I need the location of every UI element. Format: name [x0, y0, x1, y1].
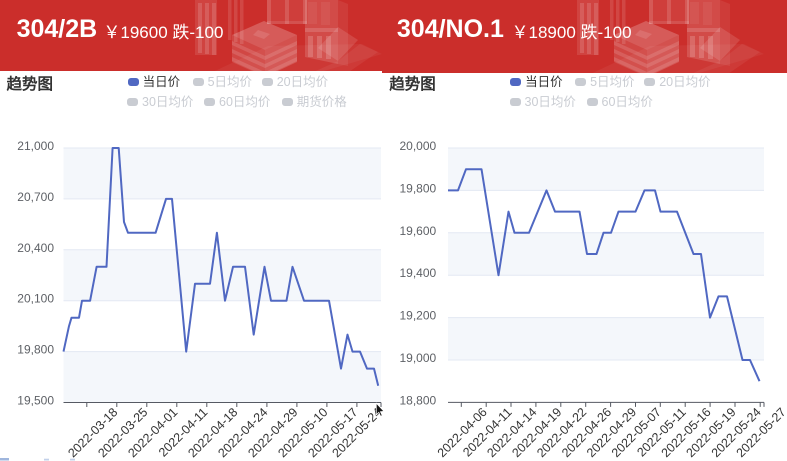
svg-text:19,000: 19,000	[399, 351, 436, 365]
svg-text:20,000: 20,000	[399, 139, 436, 153]
svg-text:19,400: 19,400	[399, 266, 436, 280]
svg-text:21,000: 21,000	[17, 139, 54, 153]
svg-text:19,200: 19,200	[399, 309, 436, 323]
svg-text:20,100: 20,100	[17, 292, 54, 306]
svg-text:19,500: 19,500	[17, 394, 54, 408]
svg-text:19,800: 19,800	[399, 181, 436, 195]
svg-text:20,700: 20,700	[17, 190, 54, 204]
svg-text:19,800: 19,800	[17, 343, 54, 357]
svg-text:19,600: 19,600	[399, 224, 436, 238]
svg-text:20,400: 20,400	[17, 241, 54, 255]
svg-text:18,800: 18,800	[399, 393, 436, 407]
